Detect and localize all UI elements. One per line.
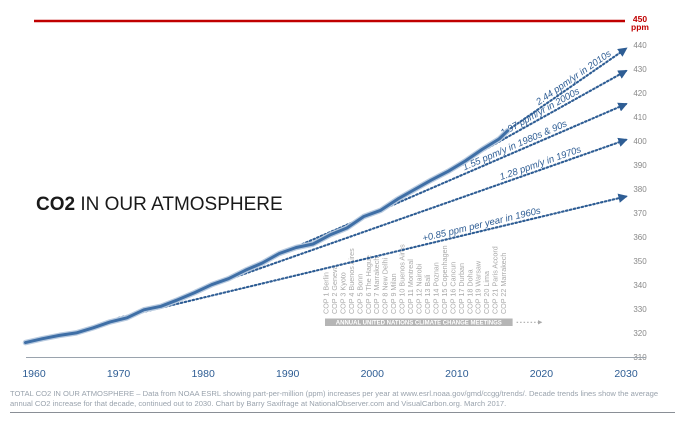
cop-meeting-label: COP 16 Cancun: [448, 262, 457, 314]
cop-meeting-label: COP 10 Buenos Aires: [398, 244, 407, 314]
y-tick-label: 420: [633, 89, 647, 98]
cop-meeting-label: COP 9 Milan: [389, 273, 398, 314]
x-tick-label: 1960: [22, 368, 46, 380]
cop-meeting-label: COP 7 Marrakech: [372, 257, 381, 314]
chart-title-rest: IN OUR ATMOSPHERE: [75, 194, 283, 215]
chart-title: CO2 IN OUR ATMOSPHERE: [36, 194, 283, 215]
y-tick-label: 400: [633, 137, 647, 146]
chart-caption: TOTAL CO2 IN OUR ATMOSPHERE – Data from …: [10, 389, 659, 408]
x-tick-label: 2000: [361, 368, 385, 380]
bottom-rule: [10, 412, 675, 413]
cop-meeting-label: COP 15 Copenhagen: [440, 245, 449, 314]
cop-meeting-label: COP 17 Durban: [457, 263, 466, 314]
y-tick-label: 410: [633, 113, 647, 122]
y-tick-label: 360: [633, 233, 647, 242]
cop-meeting-label: COP 22 Marrakech: [499, 253, 508, 314]
trend-label: +0.85 ppm per year in 1960s: [421, 205, 542, 244]
y-tick-label: 330: [633, 305, 647, 314]
trend-line: [202, 137, 628, 290]
cop-meeting-label: COP 5 Bonn: [355, 274, 364, 314]
y-tick-label: 370: [633, 209, 647, 218]
cop-meeting-label: COP 12 Nairobi: [415, 263, 424, 314]
y-tick-label: 440: [633, 41, 647, 50]
cop-meeting-label: COP 18 Doha: [465, 269, 474, 314]
chart-title-bold: CO2: [36, 194, 75, 215]
cop-meeting-label: COP 14 Poznan: [431, 262, 440, 314]
cop-meeting-label: COP 8 New Delhi: [381, 257, 390, 314]
x-tick-label: 2020: [530, 368, 554, 380]
trend-line: [117, 193, 628, 319]
limit-label-value: 450: [633, 14, 647, 24]
x-tick-label: 2030: [614, 368, 638, 380]
x-tick-label: 1980: [191, 368, 215, 380]
y-tick-label: 380: [633, 185, 647, 194]
cop-meeting-label: COP 4 Buenos Aires: [347, 248, 356, 314]
x-tick-label: 1990: [276, 368, 300, 380]
y-tick-label: 320: [633, 329, 647, 338]
y-tick-label: 350: [633, 257, 647, 266]
cop-meeting-label: COP 20 Lima: [482, 271, 491, 314]
meetings-banner-label: ANNUAL UNITED NATIONS CLIMATE CHANGE MEE…: [336, 321, 502, 327]
cop-meeting-label: COP 19 Warsaw: [474, 260, 483, 314]
y-tick-label: 390: [633, 161, 647, 170]
y-tick-label: 340: [633, 281, 647, 290]
cop-meeting-label: COP 11 Montreal: [406, 259, 415, 314]
trend-line: [506, 47, 628, 132]
cop-meeting-label: COP 6 The Hague: [364, 255, 373, 314]
cop-meeting-label: COP 13 Bali: [423, 274, 432, 314]
cop-meeting-label: COP 2 Geneva: [330, 265, 339, 314]
limit-label-unit: ppm: [631, 22, 649, 32]
cop-meeting-label: COP 1 Berlin: [322, 272, 331, 314]
cop-meeting-label: COP 3 Kyoto: [338, 272, 347, 314]
meetings-banner: [325, 318, 513, 326]
cop-meeting-label: COP 21 Paris Accord: [491, 246, 500, 314]
trend-line: [286, 102, 628, 252]
x-tick-label: 1970: [107, 368, 131, 380]
y-tick-label: 430: [633, 65, 647, 74]
co2-series-line: [24, 129, 510, 345]
x-tick-label: 2010: [445, 368, 469, 380]
